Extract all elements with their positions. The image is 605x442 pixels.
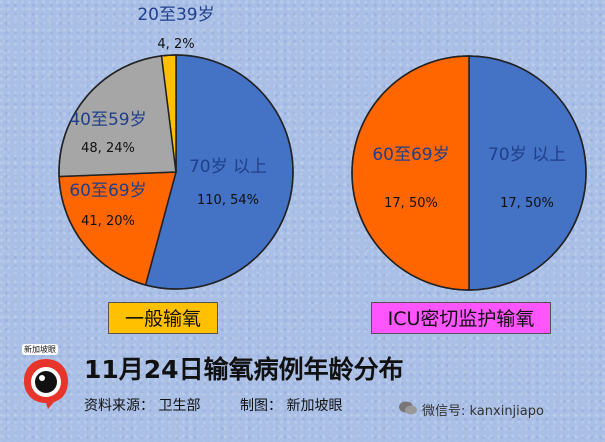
slice-category-label: 60至69岁 xyxy=(372,145,449,165)
slice-category-label: 40至59岁 xyxy=(69,110,146,130)
slice-value-label: 110, 54% xyxy=(197,193,259,208)
slice-value-label: 48, 24% xyxy=(81,141,135,156)
slice-category-label: 70岁 以上 xyxy=(189,157,267,177)
pie-slice xyxy=(468,55,587,291)
pie-chart-general-oxygen: 70岁 以上 110, 54% 60至69岁 41, 20% 40至59岁 48, 24%… xyxy=(58,5,294,290)
pie-slice xyxy=(351,55,470,291)
slice-value-label: 4, 2% xyxy=(157,37,194,52)
category-label-icu-oxygen: ICU密切监护输氧 xyxy=(371,302,551,334)
site-logo xyxy=(24,359,68,409)
slice-value-label: 17, 50% xyxy=(500,196,554,211)
logo-text: 新加坡眼 xyxy=(22,344,58,355)
pie-chart-icu-oxygen: 70岁 以上 17, 50% 60至69岁 17, 50% xyxy=(351,55,587,291)
slice-value-label: 17, 50% xyxy=(384,196,438,211)
page-title: 11月24日输氧病例年龄分布 xyxy=(84,355,404,384)
pie-outline xyxy=(351,55,587,291)
slice-value-label: 41, 20% xyxy=(81,214,135,229)
category-label-general-oxygen: 一般输氧 xyxy=(108,302,218,334)
pie-charts: 70岁 以上 110, 54% 60至69岁 41, 20% 40至59岁 48, 24%… xyxy=(58,5,587,291)
wechat-icon xyxy=(399,401,417,415)
data-source: 资料来源： 卫生部 xyxy=(84,398,201,414)
slice-category-label: 60至69岁 xyxy=(69,181,146,201)
chart-credit: 制图： 新加坡眼 xyxy=(240,398,343,414)
wechat-id: 微信号: kanxinjiapo xyxy=(422,404,544,419)
pie-outline xyxy=(58,54,294,290)
slice-category-label: 20至39岁 xyxy=(137,5,214,25)
slice-category-label: 70岁 以上 xyxy=(488,145,566,165)
